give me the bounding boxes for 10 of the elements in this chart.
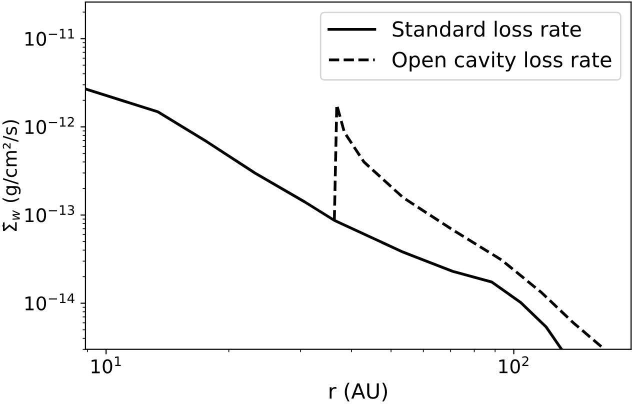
y-axis-title: Σ̇$_{w}$ (g/cm²/s) xyxy=(2,120,21,232)
y-tick-label: 10$^{−13}$ xyxy=(25,205,74,222)
y-tick-label: 10$^{−12}$ xyxy=(25,116,74,134)
y-tick-label: 10$^{−11}$ xyxy=(25,28,74,46)
x-tick-label: 10$^{2}$ xyxy=(499,356,528,374)
y-tick-label: 10$^{−14}$ xyxy=(25,293,74,310)
x-axis-title: r (AU) xyxy=(330,382,387,402)
x-tick-label: 10$^{1}$ xyxy=(92,356,121,374)
legend-label: Standard loss rate xyxy=(392,20,581,37)
legend-label: Open cavity loss rate xyxy=(392,51,612,72)
